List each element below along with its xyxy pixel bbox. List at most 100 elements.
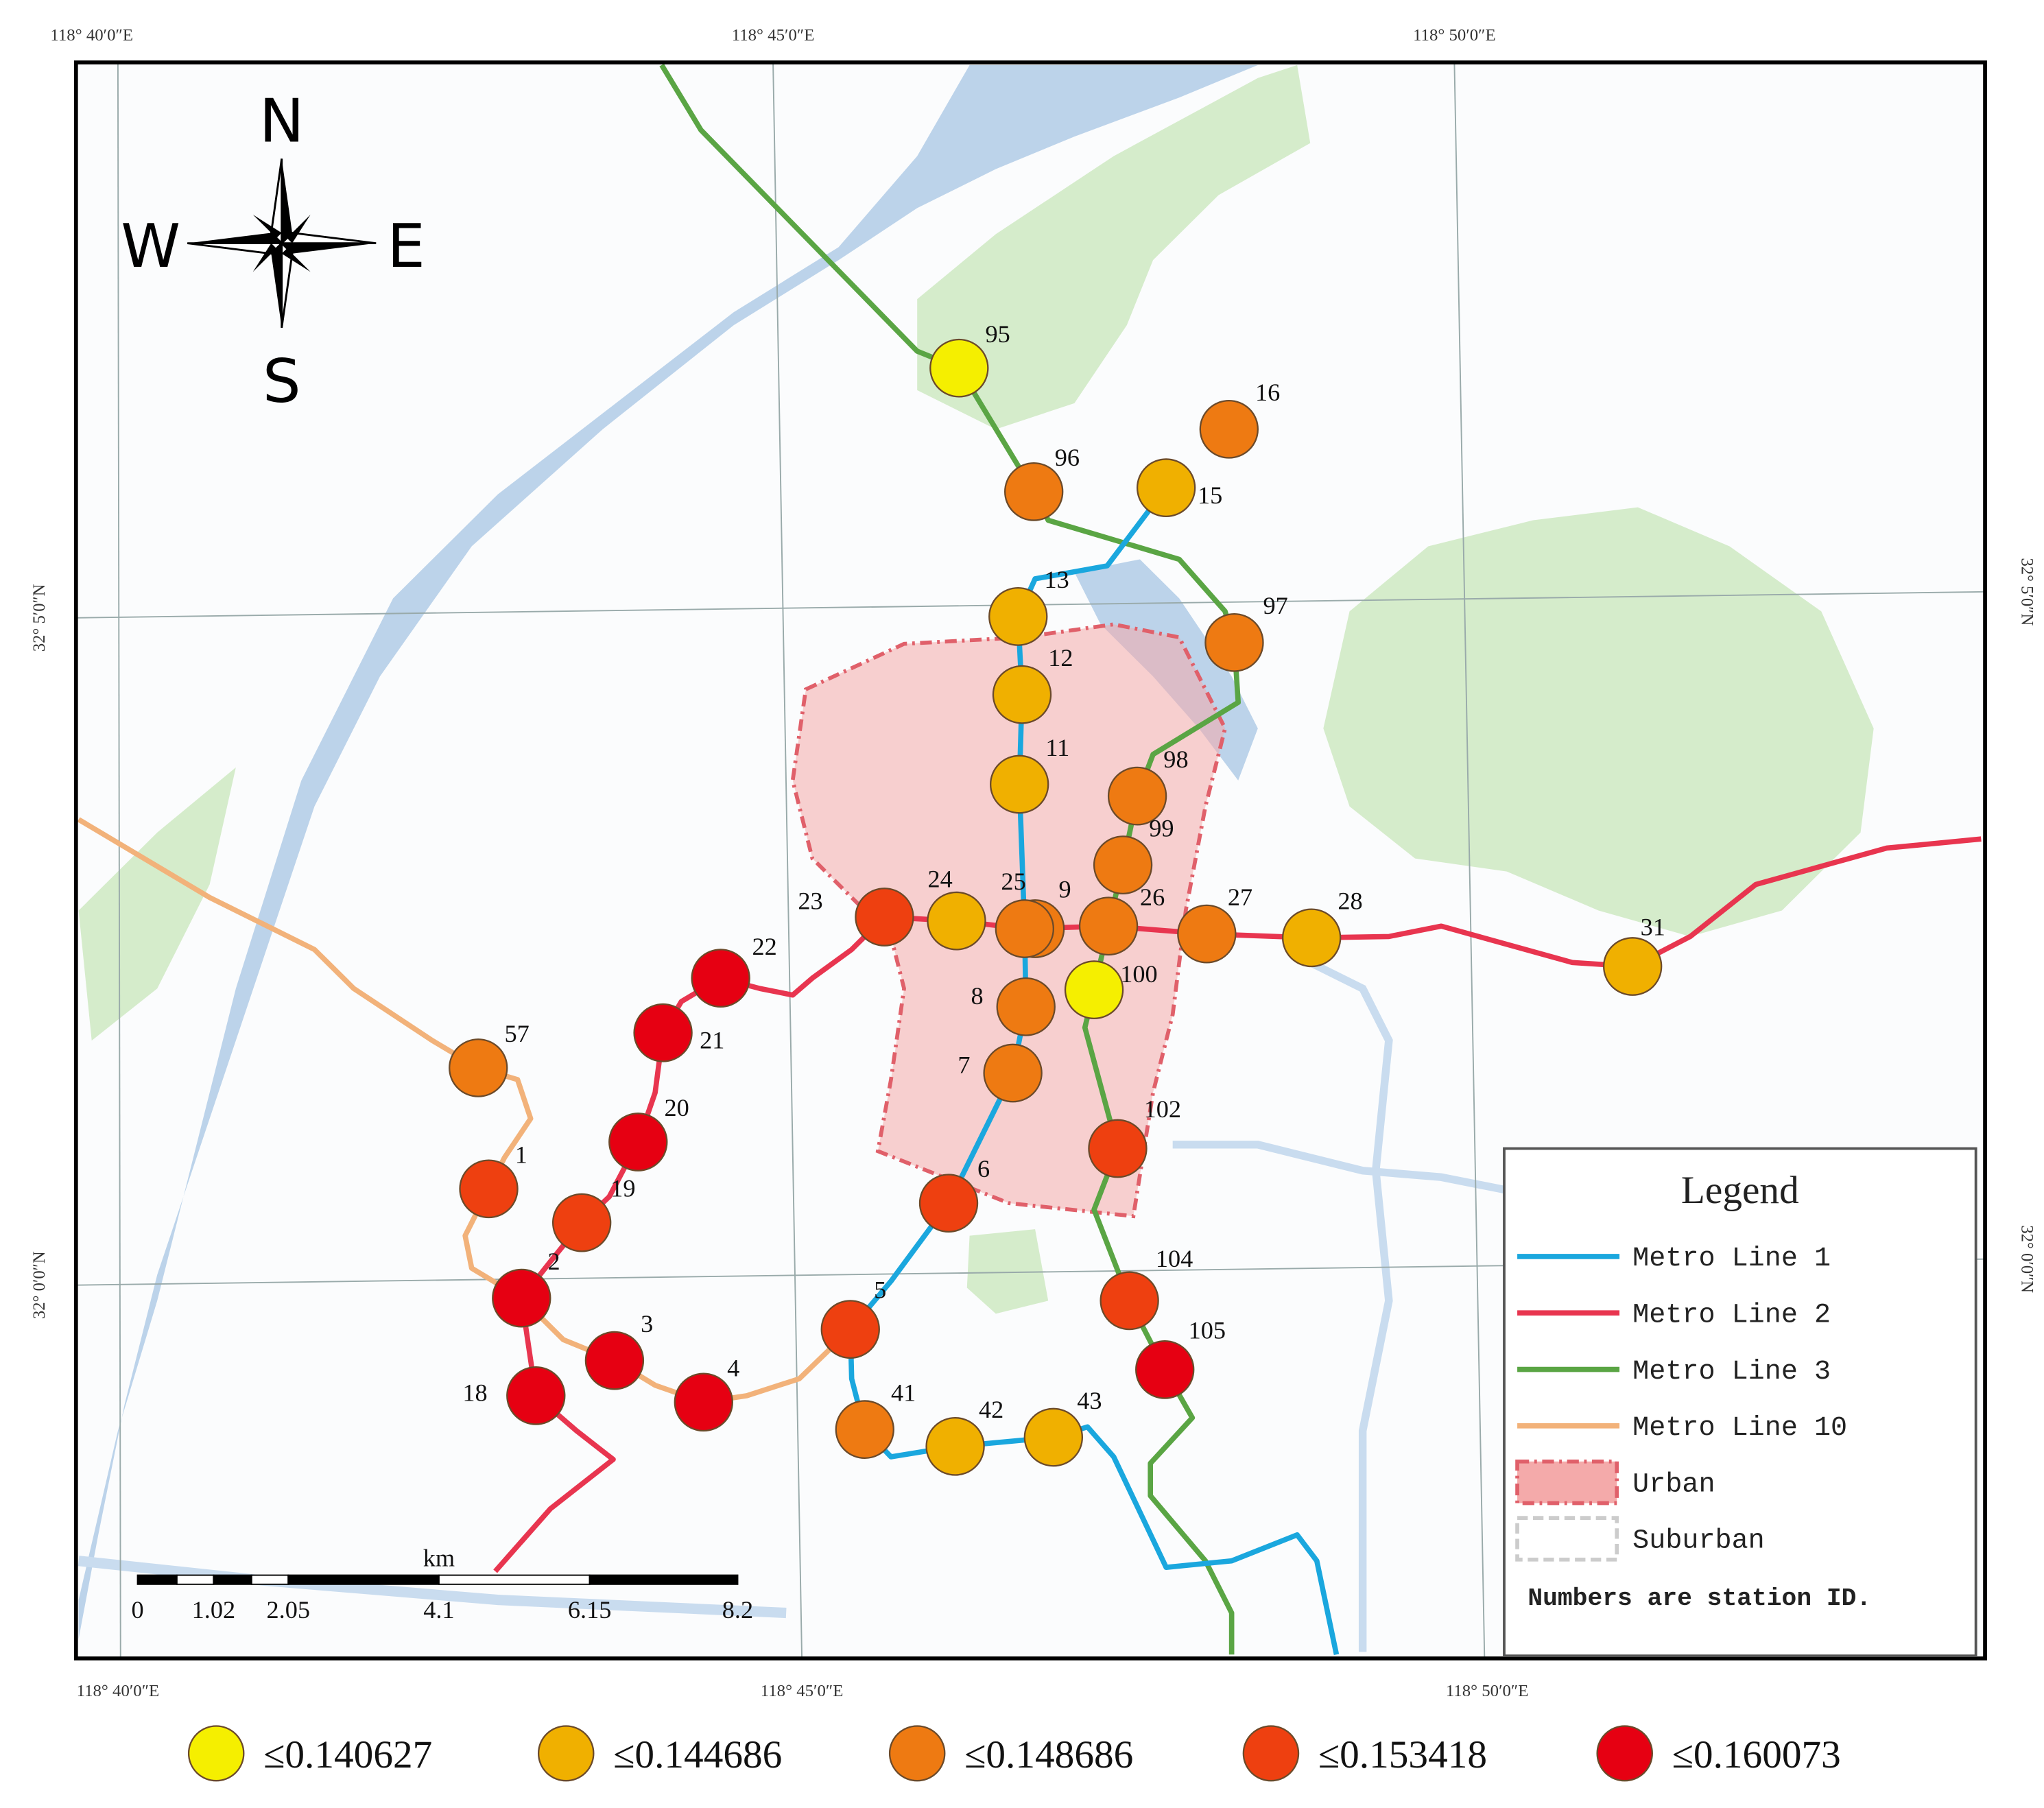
station: [995, 899, 1054, 958]
legend-label: Metro Line 1: [1632, 1244, 1831, 1274]
station-label: 12: [1048, 644, 1073, 671]
station-label: 43: [1077, 1387, 1102, 1414]
scale-segment: [136, 1574, 178, 1585]
station-label: 8: [971, 982, 984, 1010]
station-label: 2: [547, 1248, 560, 1275]
legend-swatch: [1515, 1516, 1619, 1562]
canal: [78, 1556, 787, 1619]
station-label: 5: [874, 1276, 886, 1304]
station-label: 23: [798, 888, 822, 915]
station-label: 18: [462, 1379, 487, 1407]
station: [1204, 612, 1264, 672]
station: [1281, 908, 1342, 968]
station-label: 16: [1255, 379, 1280, 406]
scale-label: 2.05: [267, 1596, 311, 1623]
station-label: 25: [1001, 868, 1025, 895]
scale-segment: [589, 1574, 739, 1585]
scale-bar: km 0 1.02 2.05 4.1 6.15 8.2: [132, 1544, 754, 1623]
compass-south: S: [263, 346, 301, 416]
scale-label: 6.15: [568, 1596, 612, 1623]
scale-label: 1.02: [192, 1596, 236, 1623]
station: [996, 977, 1056, 1036]
compass-north: N: [259, 86, 305, 156]
green-area: [917, 64, 1311, 429]
scale-segment: [250, 1574, 289, 1585]
latitude-label: 32° 5′0″N: [30, 584, 49, 652]
station-label: 20: [665, 1094, 689, 1121]
station: [855, 888, 914, 947]
station-label: 96: [1055, 444, 1080, 471]
station-label: 15: [1198, 481, 1222, 509]
scale-unit: km: [423, 1544, 455, 1571]
station: [820, 1300, 880, 1359]
station: [1064, 960, 1124, 1020]
station: [449, 1038, 508, 1097]
station-label: 7: [958, 1051, 970, 1079]
legend-label: Metro Line 10: [1632, 1413, 1847, 1444]
station-label: 26: [1140, 883, 1165, 911]
legend-box: [1503, 1147, 1977, 1658]
legend-label: Suburban: [1632, 1526, 1765, 1557]
map-frame: [73, 60, 1987, 1661]
station-label: 104: [1156, 1245, 1193, 1272]
station: [1136, 458, 1196, 518]
station-label: 27: [1228, 883, 1252, 911]
station: [1004, 462, 1064, 521]
station-label: 11: [1045, 734, 1069, 761]
scale-segment: [438, 1574, 591, 1585]
station-label: 1: [515, 1141, 527, 1169]
station-label: 105: [1189, 1317, 1226, 1344]
station: [1100, 1271, 1159, 1331]
station-label: 42: [979, 1396, 1003, 1423]
station: [492, 1268, 551, 1328]
legend-title: Legend: [1681, 1169, 1799, 1212]
station: [1603, 937, 1663, 996]
scale-segment: [287, 1574, 440, 1585]
station: [988, 587, 1048, 646]
class-legend: ≤0.140627 ≤0.144686 ≤0.148686 ≤0.153418 ≤0.1…: [187, 1725, 1841, 1782]
graticule: [117, 62, 121, 1658]
station: [990, 754, 1049, 814]
station: [835, 1400, 894, 1460]
station: [1199, 399, 1259, 459]
station-label: 99: [1149, 815, 1174, 842]
station: [1177, 904, 1237, 964]
longitude-label: 118° 45′0″E: [761, 1682, 844, 1700]
class-label: ≤0.160073: [1672, 1733, 1840, 1776]
station-label: 31: [1641, 914, 1665, 941]
legend: Legend Numbers are station ID. Metro Lin…: [1503, 1147, 1977, 1658]
station-label: 9: [1058, 876, 1071, 903]
latitude-label: 32° 5′0″N: [2018, 558, 2036, 626]
station-label: 98: [1163, 746, 1188, 773]
legend-note: Numbers are station ID.: [1528, 1584, 1871, 1613]
station: [584, 1331, 645, 1390]
compass-west: W: [121, 211, 180, 281]
scale-label: 4.1: [423, 1596, 454, 1623]
station: [1135, 1340, 1195, 1399]
station: [551, 1193, 612, 1252]
class-swatch: [537, 1725, 595, 1782]
station: [459, 1159, 519, 1219]
class-swatch: [1596, 1725, 1653, 1782]
legend-label: Metro Line 3: [1632, 1357, 1831, 1388]
class-label: ≤0.153418: [1318, 1733, 1487, 1776]
scale-segment: [213, 1574, 252, 1585]
longitude-label: 118° 45′0″E: [732, 26, 815, 45]
longitude-label: 118° 40′0″E: [50, 26, 133, 45]
station: [1093, 835, 1153, 894]
station-label: 6: [977, 1155, 990, 1182]
station: [691, 949, 750, 1008]
legend-swatch: [1515, 1459, 1619, 1506]
longitude-label: 118° 50′0″E: [1413, 26, 1496, 45]
station: [1078, 896, 1139, 956]
station-label: 24: [927, 865, 952, 892]
station-label: 13: [1044, 566, 1069, 593]
station: [918, 1174, 979, 1233]
station-label: 19: [610, 1175, 635, 1202]
scale-label: 8.2: [722, 1596, 753, 1623]
station: [633, 1003, 693, 1062]
class-label: ≤0.144686: [613, 1733, 782, 1776]
green-area: [78, 767, 236, 1041]
legend-label: Metro Line 2: [1632, 1300, 1831, 1331]
